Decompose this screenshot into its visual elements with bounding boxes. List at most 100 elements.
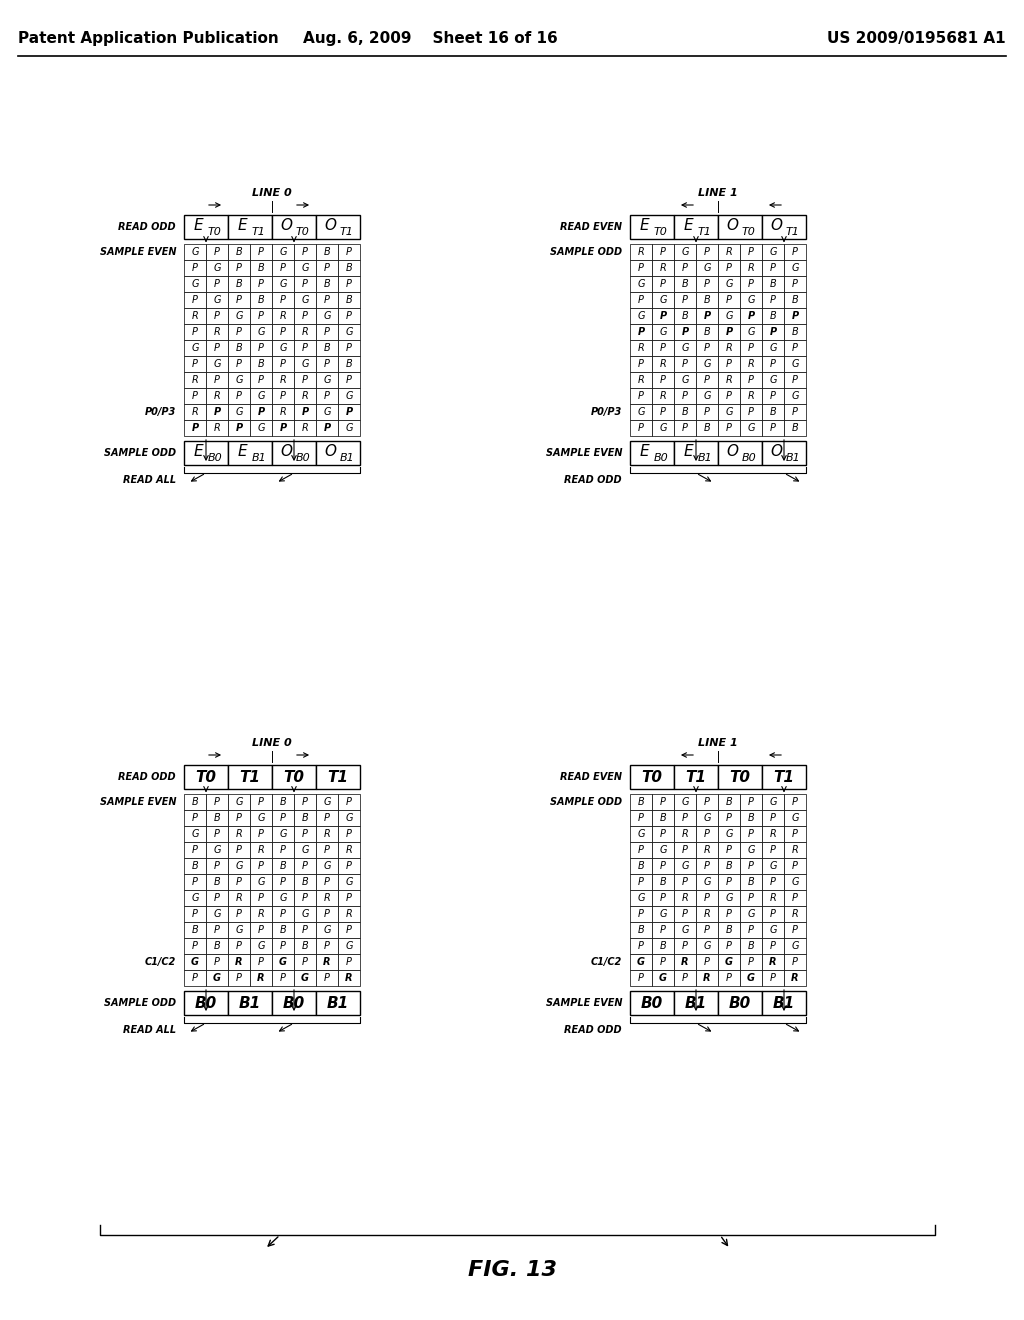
Text: G: G (792, 391, 799, 401)
Text: P: P (346, 925, 352, 935)
Text: P: P (324, 422, 331, 433)
Text: B: B (726, 861, 732, 871)
Text: G: G (191, 829, 199, 840)
Bar (294, 858, 316, 874)
Bar (718, 292, 740, 308)
Bar (206, 795, 228, 810)
Bar (696, 404, 718, 420)
Text: P: P (770, 876, 776, 887)
Bar (250, 921, 272, 939)
Text: B: B (682, 312, 688, 321)
Text: P: P (237, 876, 242, 887)
Bar (762, 890, 784, 906)
Bar (184, 404, 206, 420)
Bar (718, 858, 740, 874)
Bar (762, 766, 806, 789)
Bar (206, 906, 228, 921)
Bar (338, 292, 360, 308)
Bar (674, 420, 696, 436)
Text: R: R (280, 407, 287, 417)
Text: G: G (345, 391, 352, 401)
Bar (206, 826, 228, 842)
Text: G: G (681, 343, 689, 352)
Text: B: B (280, 861, 287, 871)
Text: P: P (770, 845, 776, 855)
Text: R: R (659, 391, 667, 401)
Bar (762, 954, 784, 970)
Bar (294, 795, 316, 810)
Bar (718, 826, 740, 842)
Bar (652, 858, 674, 874)
Text: P: P (792, 797, 798, 807)
Bar (784, 388, 806, 404)
Text: G: G (257, 422, 265, 433)
Bar (674, 372, 696, 388)
Text: G: G (213, 294, 221, 305)
Text: P: P (302, 312, 308, 321)
Text: P: P (302, 957, 308, 968)
Text: R: R (346, 909, 352, 919)
Bar (696, 826, 718, 842)
Text: P: P (237, 813, 242, 822)
Text: P: P (345, 407, 352, 417)
Bar (338, 323, 360, 341)
Bar (184, 874, 206, 890)
Text: R: R (346, 845, 352, 855)
Bar (762, 810, 784, 826)
Bar (184, 970, 206, 986)
Text: P: P (705, 247, 710, 257)
Text: P: P (346, 829, 352, 840)
Bar (674, 292, 696, 308)
Text: R: R (726, 343, 732, 352)
Text: B: B (258, 359, 264, 370)
Bar (696, 292, 718, 308)
Text: B: B (748, 813, 755, 822)
Text: P: P (324, 876, 330, 887)
Bar (272, 890, 294, 906)
Text: G: G (681, 797, 689, 807)
Text: P: P (749, 797, 754, 807)
Text: B: B (638, 925, 644, 935)
Text: P: P (705, 957, 710, 968)
Text: R: R (748, 263, 755, 273)
Bar (184, 323, 206, 341)
Bar (630, 404, 652, 420)
Text: P: P (302, 894, 308, 903)
Text: B1: B1 (252, 453, 266, 463)
Text: E: E (683, 218, 693, 232)
Text: P: P (770, 294, 776, 305)
Bar (718, 404, 740, 420)
Text: G: G (213, 973, 221, 983)
Text: B: B (214, 941, 220, 950)
Text: B1: B1 (785, 453, 800, 463)
Text: P: P (280, 909, 286, 919)
Text: R: R (769, 957, 777, 968)
Bar (250, 970, 272, 986)
Text: B1: B1 (685, 995, 708, 1011)
Bar (316, 292, 338, 308)
Text: P: P (705, 797, 710, 807)
Bar (250, 388, 272, 404)
Bar (294, 890, 316, 906)
Bar (184, 810, 206, 826)
Bar (206, 842, 228, 858)
Bar (630, 991, 674, 1015)
Text: P: P (237, 263, 242, 273)
Text: R: R (280, 312, 287, 321)
Text: P: P (749, 925, 754, 935)
Text: P: P (682, 359, 688, 370)
Bar (250, 292, 272, 308)
Text: O: O (726, 444, 738, 458)
Text: G: G (345, 941, 352, 950)
Bar (718, 372, 740, 388)
Bar (338, 420, 360, 436)
Bar (316, 441, 360, 465)
Bar (762, 826, 784, 842)
Text: B: B (726, 797, 732, 807)
Text: G: G (792, 813, 799, 822)
Text: R: R (324, 829, 331, 840)
Text: B1: B1 (697, 453, 712, 463)
Text: P: P (660, 925, 666, 935)
Text: R: R (638, 247, 644, 257)
Bar (316, 939, 338, 954)
